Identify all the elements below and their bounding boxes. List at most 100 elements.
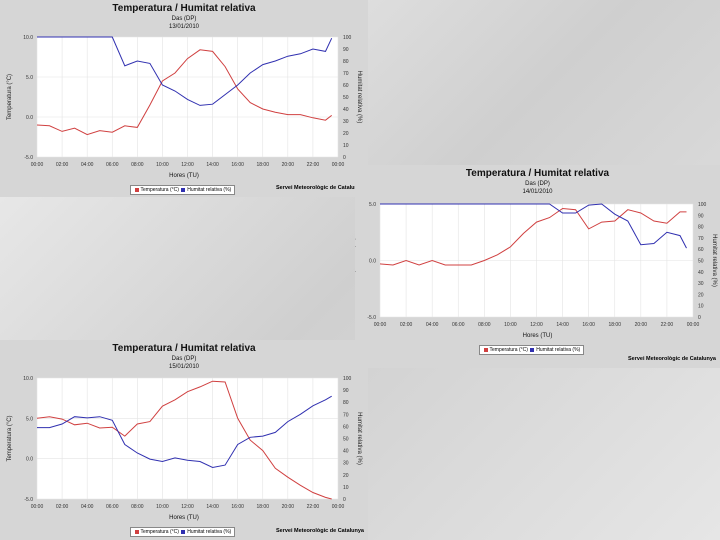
legend-temperature: Temperatura (°C) — [140, 187, 179, 193]
y2-tick-label: 40 — [698, 270, 704, 276]
y2-tick-label: 10 — [698, 304, 704, 310]
y-tick-label: -5.0 — [24, 497, 33, 503]
chart-date: 15/01/2010 — [168, 364, 200, 370]
y2-tick-label: 80 — [343, 400, 349, 406]
x-tick-label: 04:00 — [81, 504, 94, 510]
chart-svg: 00:00 02:00 04:00 06:00 08:00 10:00 12:00 14:00… — [7, 376, 362, 510]
y-axis-label: Temperatura (°C) — [7, 74, 13, 120]
y2-tick-label: 40 — [343, 449, 349, 455]
y2-tick-label: 100 — [343, 376, 352, 382]
legend-humidity: Humitat relativa (%) — [187, 529, 232, 535]
x-tick-label: 18:00 — [256, 504, 269, 510]
chart-title: Temperatura / Humitat relativa — [112, 3, 256, 14]
chart-date: 14/01/2010 — [522, 189, 553, 195]
y2-tick-label: 70 — [343, 412, 349, 418]
x-tick-label: 16:00 — [231, 504, 244, 510]
y2-axis-label: Humitat relativa (%) — [356, 71, 362, 124]
x-tick-label: 06:00 — [452, 322, 465, 328]
y2-tick-label: 50 — [343, 437, 349, 443]
y2-tick-label: 30 — [343, 461, 349, 467]
x-tick-label: 14:00 — [206, 162, 219, 168]
x-tick-label: 06:00 — [106, 162, 119, 168]
y2-tick-label: 90 — [698, 213, 704, 219]
chart-15-01-2010: 00:00 02:00 04:00 06:00 08:00 10:00 12:00 14:00… — [0, 340, 368, 540]
legend-swatch-temperature — [134, 529, 139, 534]
x-tick-label: 00:00 — [687, 322, 700, 328]
x-tick-label: 08:00 — [131, 504, 144, 510]
x-tick-label: 00:00 — [332, 504, 345, 510]
y2-tick-label: 30 — [343, 119, 349, 125]
chart-svg: 00:00 02:00 04:00 06:00 08:00 10:00 12:00 14:00… — [355, 202, 717, 328]
x-tick-label: 20:00 — [282, 162, 295, 168]
x-tick-label: 12:00 — [181, 504, 194, 510]
y2-tick-label: 20 — [343, 473, 349, 479]
y-axis-label: Temperatura (°C) — [355, 237, 356, 283]
chart-subtitle: Das (DP) — [171, 356, 197, 362]
x-tick-label: 08:00 — [131, 162, 144, 168]
x-tick-label: 20:00 — [282, 504, 295, 510]
x-tick-label: 10:00 — [504, 322, 517, 328]
y2-tick-label: 20 — [698, 292, 704, 298]
x-tick-label: 18:00 — [608, 322, 621, 328]
y2-tick-label: 0 — [343, 497, 346, 503]
y2-tick-label: 80 — [698, 225, 704, 231]
y2-axis-label: Humitat relativa (%) — [356, 412, 362, 465]
legend-swatch-temperature — [134, 187, 139, 192]
x-tick-label: 04:00 — [426, 322, 439, 328]
x-tick-label: 00:00 — [31, 504, 44, 510]
y-tick-label: -5.0 — [24, 155, 33, 161]
y2-tick-label: 40 — [343, 107, 349, 113]
x-tick-label: 12:00 — [530, 322, 543, 328]
x-tick-label: 02:00 — [400, 322, 413, 328]
y2-tick-label: 0 — [698, 315, 701, 321]
humidity-line — [37, 395, 332, 469]
x-tick-label: 02:00 — [56, 504, 69, 510]
humidity-line — [37, 36, 333, 106]
chart-date: 13/01/2010 — [168, 24, 200, 30]
y2-tick-label: 90 — [343, 47, 349, 53]
y-tick-label: 10.0 — [23, 35, 33, 41]
x-tick-label: 22:00 — [307, 162, 320, 168]
x-tick-label: 16:00 — [231, 162, 244, 168]
x-tick-label: 14:00 — [206, 504, 219, 510]
x-tick-label: 00:00 — [332, 162, 345, 168]
chart-title: Temperatura / Humitat relativa — [112, 343, 256, 354]
y-tick-label: 5.0 — [26, 416, 33, 422]
chart-subtitle: Das (DP) — [525, 181, 550, 187]
chart-footer: Servei Meteorològic de Catalunya — [275, 185, 364, 191]
legend-humidity: Humitat relativa (%) — [187, 187, 232, 193]
y2-axis-label: Humitat relativa (%) — [711, 234, 717, 287]
y2-tick-label: 50 — [698, 259, 704, 265]
legend-temperature: Temperatura (°C) — [140, 529, 179, 535]
y2-tick-label: 70 — [698, 236, 704, 242]
y2-tick-label: 80 — [343, 59, 349, 65]
legend-swatch-temperature — [483, 347, 488, 352]
y2-tick-label: 50 — [343, 95, 349, 101]
x-tick-label: 22:00 — [307, 504, 320, 510]
chart-14-01-2010: 00:00 02:00 04:00 06:00 08:00 10:00 12:00 14:00… — [355, 165, 720, 368]
x-axis-label: Hores (TU) — [169, 173, 199, 179]
y2-tick-label: 20 — [343, 131, 349, 137]
chart-svg: 00:00 02:00 04:00 06:00 08:00 10:00 12:00 14:00… — [7, 35, 362, 168]
x-tick-label: 18:00 — [256, 162, 269, 168]
chart-subtitle: Das (DP) — [171, 16, 197, 22]
legend-swatch-humidity — [181, 529, 186, 534]
chart-footer: Servei Meteorològic de Catalunya — [275, 528, 364, 534]
y-tick-label: 10.0 — [23, 376, 33, 382]
legend-swatch-humidity — [181, 187, 186, 192]
legend: Temperatura (°C) Humitat relativa (%) — [129, 527, 236, 537]
y-tick-label: 5.0 — [26, 75, 33, 81]
x-tick-label: 04:00 — [81, 162, 94, 168]
legend-humidity: Humitat relativa (%) — [536, 347, 581, 353]
x-axis-label: Hores (TU) — [169, 515, 199, 521]
x-axis-label: Hores (TU) — [522, 333, 553, 339]
y-tick-label: 0.0 — [369, 259, 376, 265]
x-tick-label: 10:00 — [156, 504, 169, 510]
y2-tick-label: 60 — [343, 83, 349, 89]
y2-tick-label: 100 — [698, 202, 707, 208]
y-tick-label: 0.0 — [26, 457, 33, 463]
x-tick-label: 06:00 — [106, 504, 119, 510]
chart-13-01-2010: 00:00 02:00 04:00 06:00 08:00 10:00 12:00 14:00… — [0, 0, 368, 197]
y2-tick-label: 100 — [343, 35, 352, 41]
legend: Temperatura (°C) Humitat relativa (%) — [478, 345, 585, 355]
